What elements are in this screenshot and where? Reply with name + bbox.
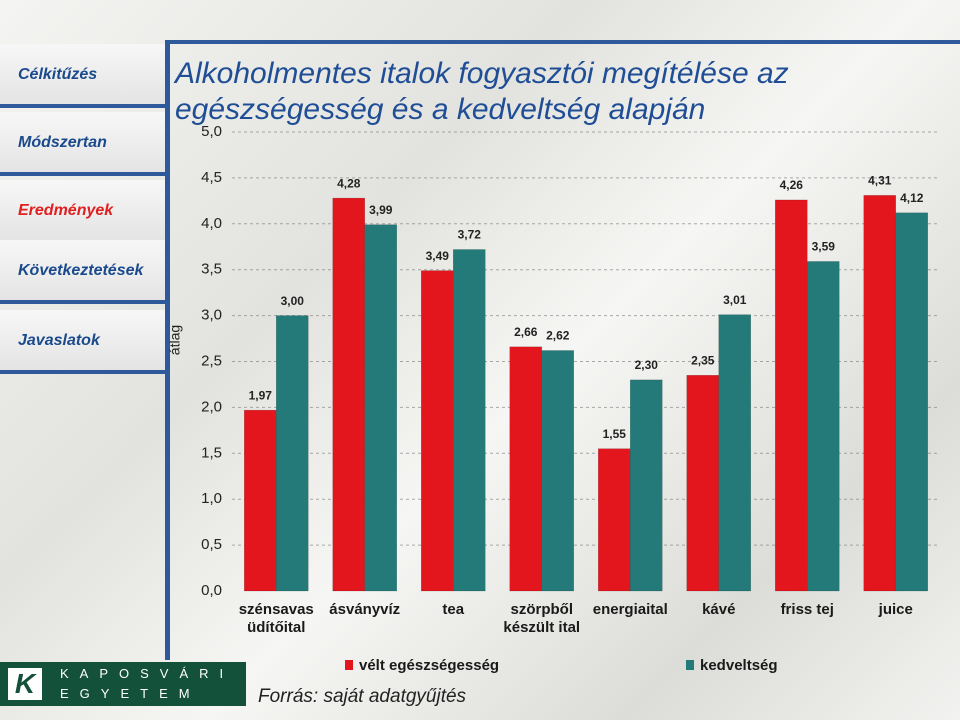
nav-item[interactable]: Célkitűzés <box>0 44 165 108</box>
value-label: 4,28 <box>337 176 361 190</box>
bar <box>244 409 277 592</box>
bar <box>421 270 454 592</box>
nav-label[interactable]: Következtetések <box>18 262 144 279</box>
bar <box>598 448 631 592</box>
bar <box>630 379 663 592</box>
value-label: 3,00 <box>281 294 305 308</box>
y-tick-label: 3,0 <box>201 307 222 324</box>
x-tick-label: szénsavas üdítőital <box>239 601 314 636</box>
value-label: 2,30 <box>635 358 659 372</box>
y-tick-label: 5,0 <box>201 123 222 140</box>
value-label: 3,99 <box>369 203 393 217</box>
nav-item[interactable]: Módszertan <box>0 112 165 176</box>
logo: K KAPOSVÁRI EGYETEM <box>0 662 246 706</box>
y-tick-label: 2,5 <box>201 352 222 369</box>
value-label: 1,97 <box>249 388 273 402</box>
legend-swatch <box>345 660 353 670</box>
nav-label[interactable]: Javaslatok <box>18 332 100 349</box>
bar <box>775 199 808 592</box>
x-tick-label: tea <box>442 601 464 618</box>
value-label: 2,66 <box>514 325 538 339</box>
side-bar <box>165 40 170 660</box>
bar <box>895 212 928 592</box>
logo-icon: K <box>8 668 42 700</box>
y-tick-label: 1,5 <box>201 444 222 461</box>
y-axis-label: átlag <box>167 325 183 355</box>
legend-label: vélt egészségesség <box>359 657 499 674</box>
value-label: 3,59 <box>812 240 836 254</box>
bar <box>276 315 309 592</box>
y-tick-label: 4,5 <box>201 169 222 186</box>
y-tick-label: 0,0 <box>201 582 222 599</box>
value-label: 3,49 <box>426 249 450 263</box>
legend-label: kedveltség <box>700 657 778 674</box>
nav-label[interactable]: Célkitűzés <box>18 66 98 83</box>
value-label: 3,72 <box>458 228 482 242</box>
nav-item[interactable]: Következtetések <box>0 240 165 304</box>
value-label: 3,01 <box>723 293 747 307</box>
bar <box>686 375 719 592</box>
legend-swatch <box>686 660 694 670</box>
logo-text: KAPOSVÁRI <box>60 666 235 681</box>
x-tick-label: kávé <box>702 601 735 618</box>
bar <box>509 346 542 592</box>
bar <box>718 314 751 592</box>
y-tick-label: 2,0 <box>201 398 222 415</box>
bar <box>453 249 486 592</box>
x-tick-label: friss tej <box>781 601 834 618</box>
nav-label[interactable]: Módszertan <box>18 134 107 151</box>
nav-label[interactable]: Eredmények <box>18 202 114 219</box>
top-bar <box>165 40 960 44</box>
value-label: 2,62 <box>546 329 570 343</box>
bar <box>863 195 896 592</box>
bar <box>332 197 365 592</box>
nav-item[interactable]: Javaslatok <box>0 310 165 374</box>
y-tick-label: 3,5 <box>201 261 222 278</box>
bar <box>364 224 397 592</box>
value-label: 4,12 <box>900 191 924 205</box>
value-label: 4,26 <box>780 178 804 192</box>
y-tick-label: 0,5 <box>201 536 222 553</box>
x-tick-label: energiaital <box>593 601 668 618</box>
y-tick-label: 1,0 <box>201 490 222 507</box>
x-tick-label: ásványvíz <box>329 601 400 618</box>
bar <box>541 350 574 592</box>
value-label: 1,55 <box>603 427 627 441</box>
logo-text: EGYETEM <box>60 686 201 701</box>
y-tick-label: 4,0 <box>201 215 222 232</box>
source: Forrás: saját adatgyűjtés <box>258 686 467 707</box>
bar <box>807 261 840 592</box>
x-tick-label: juice <box>878 601 913 618</box>
chart-title: Alkoholmentes italok fogyasztói megítélé… <box>175 57 789 126</box>
value-label: 4,31 <box>868 174 892 188</box>
value-label: 2,35 <box>691 353 715 367</box>
x-tick-label: szörpből készült ital <box>503 601 580 636</box>
